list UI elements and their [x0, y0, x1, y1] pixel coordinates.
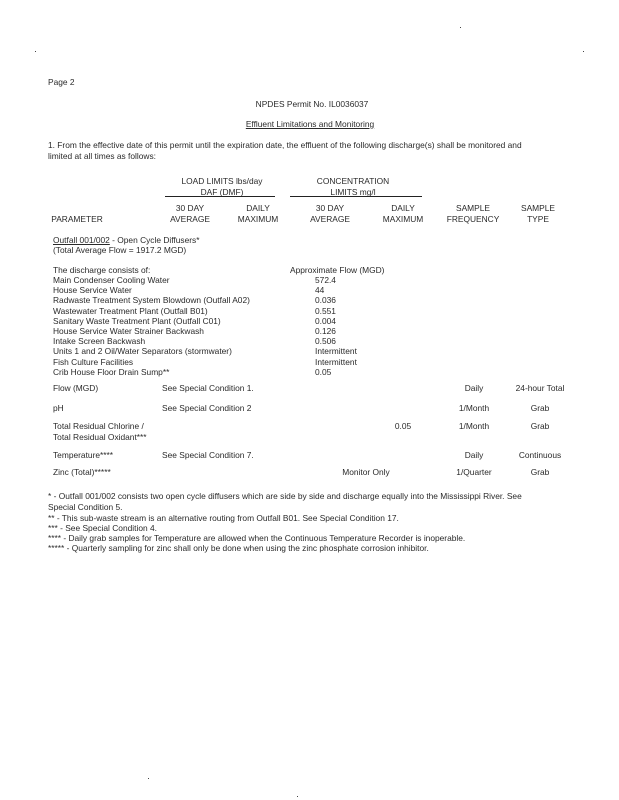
- row-parameter: Zinc (Total)*****: [53, 467, 111, 477]
- discharge-item-name: Sanitary Waste Treatment Plant (Outfall …: [53, 315, 221, 326]
- discharge-label: The discharge consists of:: [53, 265, 151, 275]
- row-conc-max: 0.05: [394, 421, 412, 431]
- column-header: DAILY: [391, 203, 415, 213]
- outfall-title: Outfall 001/002 - Open Cycle Diffusers*: [53, 235, 200, 245]
- discharge-item-name: Units 1 and 2 Oil/Water Separators (stor…: [53, 346, 232, 357]
- section-title: Effluent Limitations and Monitoring: [245, 119, 375, 129]
- column-header: PARAMETER: [51, 214, 103, 224]
- discharge-item-name: Crib House Floor Drain Sump**: [53, 366, 170, 377]
- column-header: AVERAGE: [170, 214, 210, 224]
- discharge-item-flow: 0.551: [315, 305, 336, 316]
- row-frequency: 1/Quarter: [456, 467, 492, 477]
- intro-line-1: 1. From the effective date of this permi…: [48, 140, 522, 150]
- discharge-item-flow: 0.126: [315, 326, 336, 336]
- discharge-item-flow: 0.036: [315, 295, 336, 306]
- scan-speck: [35, 51, 36, 52]
- discharge-item-flow: 0.506: [315, 336, 336, 347]
- discharge-item-name: Intake Screen Backwash: [53, 336, 146, 347]
- column-header: MAXIMUM: [237, 214, 279, 224]
- discharge-item-name: Radwaste Treatment System Blowdown (Outf…: [53, 295, 250, 306]
- column-header: SAMPLE: [521, 203, 555, 213]
- row-parameter: Total Residual Chlorine /: [53, 421, 144, 431]
- outfall-name: Outfall 001/002: [53, 235, 110, 245]
- row-type: Grab: [530, 403, 550, 413]
- discharge-item-flow: 0.004: [315, 315, 336, 326]
- row-load-note: See Special Condition 7.: [162, 450, 254, 460]
- scan-speck: [297, 796, 298, 797]
- load-limits-subheader: DAF (DMF): [200, 187, 244, 197]
- row-type: 24-hour Total: [515, 383, 565, 393]
- discharge-item-flow: 0.05: [315, 366, 332, 377]
- column-header: 30 DAY: [315, 203, 345, 213]
- column-header: SAMPLE: [456, 203, 490, 213]
- conc-limits-header: CONCENTRATION: [316, 176, 390, 186]
- column-header: FREQUENCY: [446, 214, 500, 224]
- column-header: AVERAGE: [310, 214, 350, 224]
- row-parameter: pH: [53, 403, 64, 413]
- discharge-item-name: Wastewater Treatment Plant (Outfall B01): [53, 305, 208, 316]
- discharge-item-flow: 44: [315, 285, 325, 296]
- discharge-item-name: Fish Culture Facilities: [53, 356, 134, 367]
- outfall-flow: (Total Average Flow = 1917.2 MGD): [53, 245, 187, 255]
- row-parameter: Total Residual Oxidant***: [53, 432, 147, 442]
- row-conc-note: Monitor Only: [342, 467, 390, 477]
- footnote: *** - See Special Condition 4.: [48, 523, 157, 533]
- footnote: * - Outfall 001/002 consists two open cy…: [48, 491, 522, 501]
- column-header: 30 DAY: [175, 203, 205, 213]
- page-label: Page 2: [48, 77, 75, 87]
- permit-title: NPDES Permit No. IL0036037: [255, 99, 369, 109]
- row-type: Grab: [530, 421, 550, 431]
- discharge-item-flow: Intermittent: [315, 346, 357, 357]
- conc-divider: [290, 196, 422, 197]
- row-frequency: 1/Month: [458, 403, 490, 413]
- column-header: TYPE: [527, 214, 549, 224]
- row-load-note: See Special Condition 2: [162, 403, 252, 413]
- row-load-note: See Special Condition 1.: [162, 383, 254, 393]
- outfall-desc: - Open Cycle Diffusers*: [109, 235, 200, 245]
- discharge-item-flow: Intermittent: [315, 356, 357, 367]
- scan-speck: [460, 27, 461, 28]
- discharge-item-name: Main Condenser Cooling Water: [53, 275, 170, 285]
- discharge-item-name: House Service Water Strainer Backwash: [53, 326, 204, 336]
- column-header: MAXIMUM: [382, 214, 424, 224]
- scan-speck: [583, 51, 584, 52]
- conc-limits-subheader: LIMITS mg/l: [330, 187, 376, 197]
- row-parameter: Temperature****: [53, 450, 114, 460]
- discharge-item-name: House Service Water: [53, 285, 132, 296]
- load-limits-header: LOAD LIMITS lbs/day: [181, 176, 263, 186]
- flow-header: Approximate Flow (MGD): [290, 265, 385, 275]
- footnote: Special Condition 5.: [48, 502, 123, 512]
- footnote: **** - Daily grab samples for Temperatur…: [48, 533, 466, 543]
- discharge-item-flow: 572.4: [315, 275, 336, 285]
- load-divider: [165, 196, 275, 197]
- row-frequency: Daily: [464, 383, 484, 393]
- intro-line-2: limited at all times as follows:: [48, 151, 156, 161]
- column-header: DAILY: [246, 203, 270, 213]
- footnote: ** - This sub-waste stream is an alterna…: [48, 513, 399, 523]
- scan-speck: [148, 778, 149, 779]
- row-frequency: Daily: [464, 450, 484, 460]
- row-parameter: Flow (MGD): [53, 383, 99, 393]
- row-type: Continuous: [518, 450, 562, 460]
- footnote: ***** - Quarterly sampling for zinc shal…: [48, 543, 429, 553]
- row-type: Grab: [530, 467, 550, 477]
- row-frequency: 1/Month: [458, 421, 490, 431]
